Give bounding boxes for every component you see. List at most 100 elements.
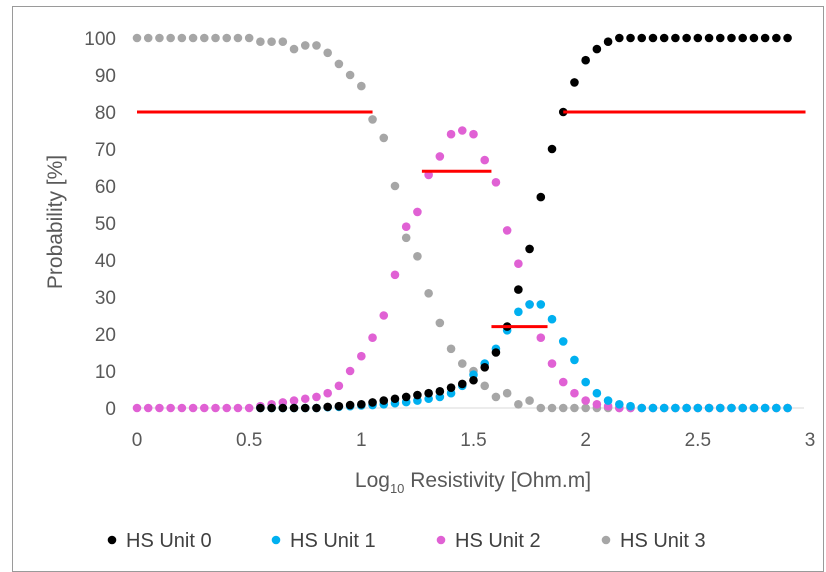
data-point-hs-unit-0: [592, 44, 602, 54]
data-point-hs-unit-3: [334, 59, 344, 69]
legend-label: HS Unit 2: [455, 530, 541, 552]
data-point-hs-unit-1: [682, 403, 691, 413]
data-point-hs-unit-0: [682, 33, 691, 43]
data-point-hs-unit-3: [211, 33, 220, 43]
data-point-hs-unit-3: [244, 33, 254, 43]
data-point-hs-unit-2: [491, 178, 501, 187]
data-point-hs-unit-3: [289, 44, 299, 54]
data-point-hs-unit-1: [715, 403, 725, 413]
x-axis-title-subscript: 10: [390, 481, 404, 496]
y-tick-label: 60: [95, 177, 116, 198]
data-point-hs-unit-3: [547, 403, 557, 413]
data-point-hs-unit-2: [446, 129, 456, 139]
data-point-hs-unit-0: [693, 33, 703, 43]
data-point-hs-unit-1: [659, 403, 669, 413]
data-point-hs-unit-0: [267, 403, 276, 413]
data-point-hs-unit-3: [256, 37, 265, 46]
data-point-hs-unit-2: [514, 259, 523, 269]
data-point-hs-unit-1: [547, 314, 557, 324]
legend-marker: [271, 535, 281, 545]
x-axis-title-main: Log: [355, 469, 390, 492]
data-point-hs-unit-3: [188, 33, 198, 43]
data-point-hs-unit-3: [166, 33, 175, 43]
data-point-hs-unit-2: [143, 403, 153, 413]
data-point-hs-unit-0: [323, 402, 332, 412]
data-point-hs-unit-3: [558, 403, 568, 413]
data-point-hs-unit-2: [155, 403, 164, 413]
data-point-hs-unit-3: [357, 81, 366, 91]
data-point-hs-unit-0: [446, 383, 456, 392]
data-point-hs-unit-2: [424, 170, 433, 180]
data-point-hs-unit-1: [760, 403, 770, 413]
data-point-hs-unit-1: [637, 403, 647, 413]
data-point-hs-unit-0: [749, 33, 759, 43]
data-point-hs-unit-0: [738, 33, 747, 43]
data-point-hs-unit-2: [132, 403, 142, 413]
data-point-hs-unit-0: [715, 33, 725, 43]
data-point-hs-unit-1: [558, 337, 568, 346]
data-point-hs-unit-2: [289, 396, 299, 405]
data-point-hs-unit-0: [368, 398, 377, 407]
data-point-hs-unit-3: [446, 344, 456, 354]
data-point-hs-unit-2: [592, 400, 602, 409]
data-point-hs-unit-0: [525, 244, 534, 254]
data-point-hs-unit-0: [615, 33, 624, 43]
data-point-hs-unit-3: [502, 388, 512, 398]
data-point-hs-unit-3: [457, 359, 467, 368]
data-point-hs-unit-0: [334, 401, 344, 411]
legend-marker: [601, 535, 611, 545]
x-tick-label: 0: [132, 430, 143, 451]
legend-marker: [436, 535, 446, 545]
data-point-hs-unit-2: [357, 351, 366, 361]
data-point-hs-unit-3: [267, 37, 276, 46]
data-point-hs-unit-0: [278, 403, 288, 413]
data-point-hs-unit-0: [390, 394, 400, 404]
data-point-hs-unit-3: [570, 403, 579, 413]
data-point-hs-unit-3: [390, 181, 400, 191]
y-tick-label: 100: [84, 29, 116, 50]
legend: HS Unit 0 HS Unit 1 HS Unit 2 HS Unit 3: [107, 530, 706, 552]
data-point-hs-unit-3: [200, 33, 209, 43]
legend-marker: [107, 535, 117, 545]
data-point-hs-unit-1: [671, 403, 680, 413]
data-point-hs-unit-0: [547, 144, 557, 154]
y-axis-title-group: Probability [%]: [44, 155, 67, 289]
data-point-hs-unit-2: [401, 222, 411, 231]
x-tick-label: 1.5: [460, 430, 486, 451]
data-point-hs-unit-3: [536, 403, 546, 413]
data-point-hs-unit-3: [312, 41, 321, 50]
y-tick-label: 90: [95, 66, 116, 87]
x-tick-label: 2.5: [685, 430, 711, 451]
data-point-hs-unit-0: [637, 33, 647, 43]
data-point-hs-unit-1: [704, 403, 714, 413]
data-point-hs-unit-0: [379, 396, 389, 405]
data-point-hs-unit-2: [390, 270, 400, 280]
data-point-hs-unit-0: [312, 403, 321, 413]
data-point-hs-unit-2: [570, 388, 579, 398]
data-point-hs-unit-1: [626, 401, 635, 411]
data-point-hs-unit-2: [547, 359, 557, 368]
data-point-hs-unit-0: [480, 363, 490, 372]
data-point-hs-unit-3: [581, 403, 590, 413]
data-point-hs-unit-1: [603, 396, 613, 405]
data-point-hs-unit-3: [435, 318, 445, 328]
data-point-hs-unit-1: [536, 300, 546, 309]
data-point-hs-unit-3: [155, 33, 164, 43]
data-point-hs-unit-1: [727, 403, 736, 413]
data-point-hs-unit-2: [480, 155, 490, 165]
y-tick-label: 30: [95, 288, 116, 309]
data-point-hs-unit-0: [491, 348, 501, 357]
data-point-hs-unit-3: [368, 115, 377, 124]
data-point-hs-unit-0: [357, 400, 366, 409]
x-tick-label: 3: [805, 430, 816, 451]
data-point-hs-unit-3: [514, 400, 523, 409]
data-point-hs-unit-0: [603, 37, 613, 46]
data-point-hs-unit-0: [626, 33, 635, 43]
data-point-hs-unit-1: [749, 403, 759, 413]
data-point-hs-unit-3: [278, 37, 288, 46]
legend-label: HS Unit 1: [290, 530, 376, 552]
data-point-hs-unit-3: [323, 48, 332, 58]
x-tick-label: 1: [356, 430, 367, 451]
data-point-hs-unit-0: [469, 375, 478, 385]
